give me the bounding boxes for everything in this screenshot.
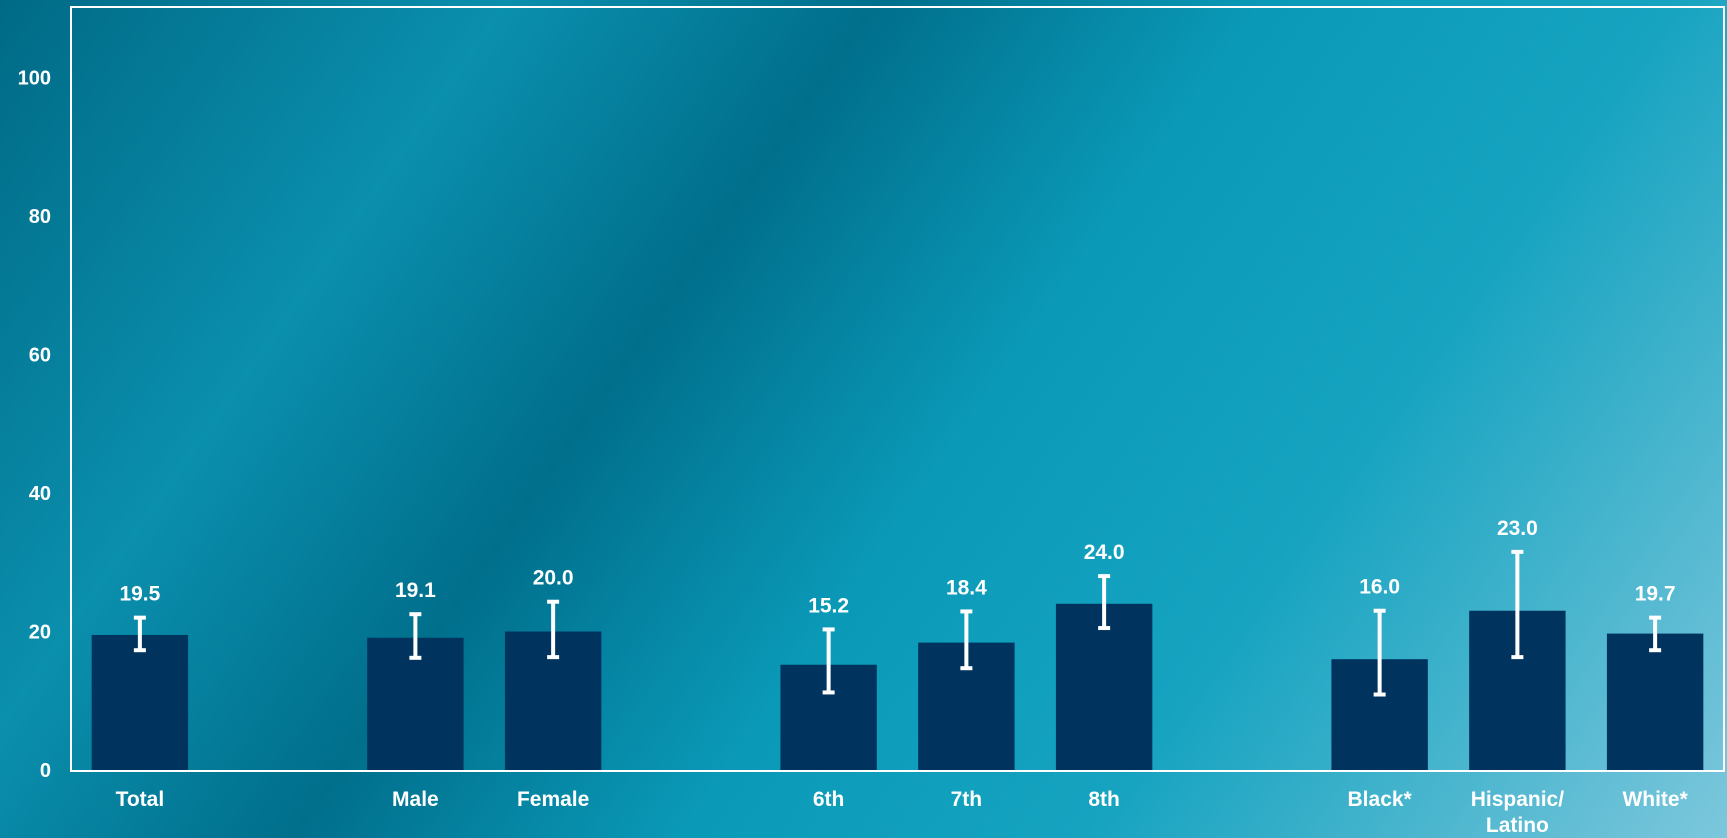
x-tick-label-line: Latino xyxy=(1486,814,1549,837)
data-label: 23.0 xyxy=(1497,517,1538,540)
x-tick-label-line: Male xyxy=(392,788,439,811)
data-label: 19.1 xyxy=(395,579,436,602)
x-axis: Total Male Female 6th 7th 8th Black* Hispanic/L… xyxy=(116,788,1689,837)
error-bar xyxy=(1511,549,1524,660)
x-tick-label: Male xyxy=(392,788,439,811)
error-bar xyxy=(960,609,973,671)
y-axis: 0 20 40 60 80 100 xyxy=(18,68,51,783)
error-bars xyxy=(133,549,1662,697)
error-bar xyxy=(1373,608,1386,697)
x-tick-label-line: Hispanic/ xyxy=(1471,788,1565,811)
error-bar xyxy=(547,599,560,660)
y-tick-label: 100 xyxy=(18,68,51,90)
plot-frame xyxy=(70,6,1725,772)
bar xyxy=(91,634,189,770)
x-tick-label: Total xyxy=(116,788,165,811)
data-label: 19.5 xyxy=(119,583,160,606)
x-tick-label-line: Total xyxy=(116,788,165,811)
x-tick-label-line: 6th xyxy=(813,788,845,811)
x-tick-label-line: Female xyxy=(517,788,589,811)
error-bar xyxy=(133,615,146,653)
x-tick-label: Hispanic/Latino xyxy=(1471,788,1565,837)
bars xyxy=(91,603,1704,770)
x-tick-label: 6th xyxy=(813,788,845,811)
data-labels: 19.5 19.1 20.0 15.2 18.4 24.0 16.0 23.0 19.7 xyxy=(119,517,1675,618)
bar xyxy=(1055,603,1153,770)
x-tick-label-line: White* xyxy=(1622,788,1688,811)
y-tick-label: 0 xyxy=(40,760,51,782)
x-tick-label: White* xyxy=(1622,788,1688,811)
x-tick-label-line: 8th xyxy=(1088,788,1120,811)
bar xyxy=(1606,633,1704,770)
y-tick-label: 40 xyxy=(29,483,51,505)
error-bar xyxy=(409,612,422,660)
y-tick-label: 60 xyxy=(29,345,51,367)
x-tick-label: Black* xyxy=(1348,788,1413,811)
data-label: 18.4 xyxy=(946,576,987,599)
x-tick-label-line: Black* xyxy=(1348,788,1413,811)
x-tick-label: 7th xyxy=(951,788,983,811)
data-label: 24.0 xyxy=(1084,541,1125,564)
error-bar xyxy=(822,627,835,695)
x-tick-label: 8th xyxy=(1088,788,1120,811)
data-label: 20.0 xyxy=(533,567,574,590)
y-tick-label: 80 xyxy=(29,206,51,228)
x-tick-label-line: 7th xyxy=(951,788,983,811)
y-tick-label: 20 xyxy=(29,622,51,644)
data-label: 19.7 xyxy=(1635,583,1676,606)
data-label: 16.0 xyxy=(1359,576,1400,599)
x-tick-label: Female xyxy=(517,788,589,811)
error-bar xyxy=(1649,615,1662,653)
data-label: 15.2 xyxy=(808,594,849,617)
error-bar xyxy=(1098,574,1111,631)
